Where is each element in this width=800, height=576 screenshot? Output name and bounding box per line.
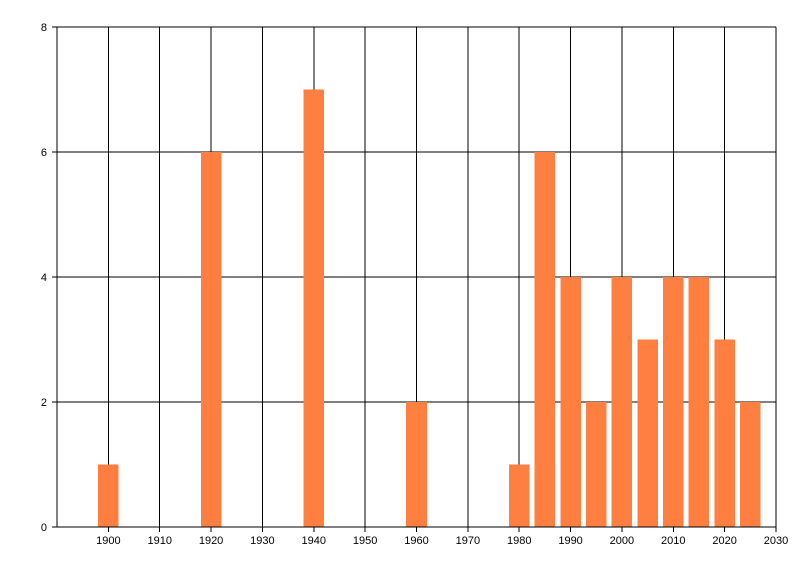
- x-tick-label: 1980: [507, 535, 531, 547]
- bar: [740, 402, 761, 527]
- y-tick-label: 0: [41, 522, 47, 534]
- bar: [663, 277, 684, 527]
- x-tick-label: 2020: [712, 535, 736, 547]
- tick-labels: 0 2 4 6 8 1900 1910 1920 1930 1940 1950 1960 1970 198…: [41, 22, 788, 547]
- x-tick-label: 1920: [199, 535, 223, 547]
- bar: [714, 339, 735, 527]
- bar: [200, 152, 222, 527]
- x-tick-label: 1960: [404, 535, 428, 547]
- x-tick-label: 1970: [456, 535, 480, 547]
- bar: [688, 277, 710, 527]
- y-tick-label: 2: [41, 397, 47, 409]
- y-tick-label: 8: [41, 22, 47, 34]
- bar: [637, 339, 658, 527]
- x-tick-label: 2010: [661, 535, 685, 547]
- x-tick-label: 1940: [302, 535, 326, 547]
- y-tick-label: 4: [41, 272, 47, 284]
- x-tick-label: 2030: [764, 535, 788, 547]
- bar: [611, 277, 633, 527]
- x-tick-label: 1900: [96, 535, 120, 547]
- bar: [585, 402, 607, 527]
- bar: [406, 402, 427, 527]
- x-tick-label: 1910: [147, 535, 171, 547]
- bar: [534, 152, 556, 527]
- x-tick-label: 1990: [558, 535, 582, 547]
- x-tick-label: 1950: [353, 535, 377, 547]
- axes: [52, 26, 777, 532]
- x-tick-label: 2000: [610, 535, 634, 547]
- y-tick-label: 6: [41, 147, 47, 159]
- bar: [98, 464, 119, 527]
- bar: [560, 277, 581, 527]
- bar-series: [98, 89, 761, 527]
- bar: [508, 464, 530, 527]
- bar: [303, 89, 325, 527]
- x-tick-label: 1930: [250, 535, 274, 547]
